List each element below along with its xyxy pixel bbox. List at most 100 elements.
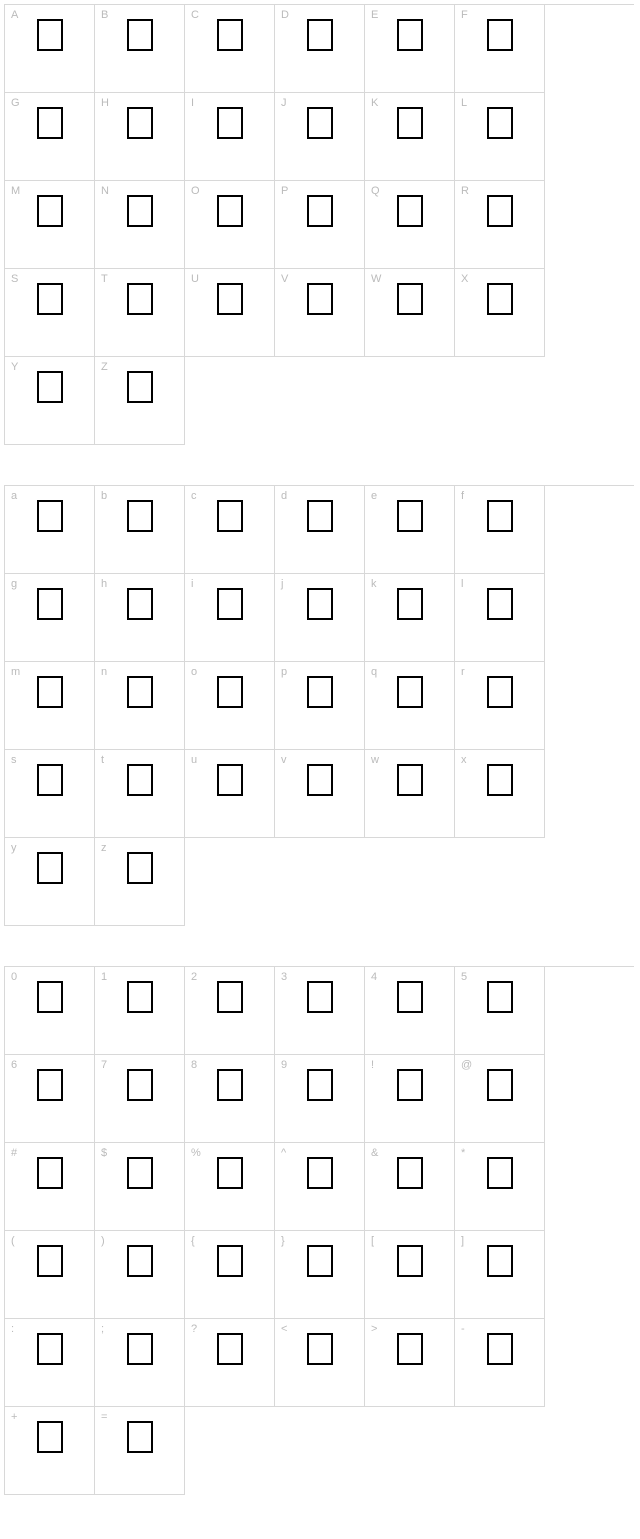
glyph-cell[interactable]: k — [365, 574, 455, 662]
glyph-cell[interactable]: X — [455, 269, 545, 357]
glyph-cell[interactable]: } — [275, 1231, 365, 1319]
glyph-cell[interactable]: @ — [455, 1055, 545, 1143]
glyph-cell[interactable]: e — [365, 486, 455, 574]
glyph-cell[interactable]: Q — [365, 181, 455, 269]
glyph-cell[interactable]: b — [95, 486, 185, 574]
glyph-cell[interactable]: j — [275, 574, 365, 662]
glyph-cell[interactable]: P — [275, 181, 365, 269]
glyph-cell[interactable]: 3 — [275, 967, 365, 1055]
glyph-cell[interactable]: d — [275, 486, 365, 574]
glyph-cell[interactable]: $ — [95, 1143, 185, 1231]
glyph-cell[interactable]: ( — [5, 1231, 95, 1319]
glyph-cell[interactable]: K — [365, 93, 455, 181]
glyph-cell[interactable]: = — [95, 1407, 185, 1495]
glyph-cell[interactable]: c — [185, 486, 275, 574]
glyph-cell[interactable]: z — [95, 838, 185, 926]
glyph-label: w — [371, 754, 379, 766]
glyph-cell[interactable]: l — [455, 574, 545, 662]
glyph-cell[interactable]: 7 — [95, 1055, 185, 1143]
glyph-cell[interactable]: ^ — [275, 1143, 365, 1231]
glyph-placeholder-icon — [37, 676, 63, 708]
glyph-cell[interactable]: % — [185, 1143, 275, 1231]
glyph-cell[interactable]: S — [5, 269, 95, 357]
glyph-cell[interactable]: i — [185, 574, 275, 662]
glyph-cell[interactable]: p — [275, 662, 365, 750]
glyph-cell[interactable]: { — [185, 1231, 275, 1319]
glyph-cell[interactable]: I — [185, 93, 275, 181]
glyph-placeholder-icon — [307, 195, 333, 227]
glyph-cell[interactable]: a — [5, 486, 95, 574]
glyph-cell[interactable]: x — [455, 750, 545, 838]
glyph-cell[interactable]: & — [365, 1143, 455, 1231]
glyph-cell[interactable]: : — [5, 1319, 95, 1407]
glyph-cell[interactable]: A — [5, 5, 95, 93]
glyph-cell[interactable]: n — [95, 662, 185, 750]
glyph-cell[interactable]: - — [455, 1319, 545, 1407]
glyph-cell[interactable]: 0 — [5, 967, 95, 1055]
glyph-label: R — [461, 185, 469, 197]
glyph-label: ] — [461, 1235, 464, 1247]
glyph-cell[interactable]: ? — [185, 1319, 275, 1407]
glyph-label: : — [11, 1323, 14, 1335]
glyph-cell[interactable]: C — [185, 5, 275, 93]
glyph-cell[interactable]: # — [5, 1143, 95, 1231]
glyph-cell[interactable]: D — [275, 5, 365, 93]
glyph-cell[interactable]: Z — [95, 357, 185, 445]
glyph-cell[interactable]: O — [185, 181, 275, 269]
glyph-cell[interactable]: v — [275, 750, 365, 838]
glyph-cell[interactable]: u — [185, 750, 275, 838]
glyph-cell[interactable]: 8 — [185, 1055, 275, 1143]
glyph-cell[interactable]: U — [185, 269, 275, 357]
glyph-cell[interactable]: w — [365, 750, 455, 838]
glyph-cell[interactable]: 2 — [185, 967, 275, 1055]
glyph-cell[interactable]: F — [455, 5, 545, 93]
glyph-cell[interactable]: * — [455, 1143, 545, 1231]
glyph-placeholder-icon — [37, 283, 63, 315]
glyph-label: ^ — [281, 1147, 286, 1159]
glyph-cell[interactable]: > — [365, 1319, 455, 1407]
glyph-cell[interactable]: R — [455, 181, 545, 269]
glyph-cell[interactable]: ) — [95, 1231, 185, 1319]
glyph-cell[interactable]: + — [5, 1407, 95, 1495]
glyph-cell[interactable]: N — [95, 181, 185, 269]
glyph-cell[interactable]: o — [185, 662, 275, 750]
glyph-cell[interactable]: V — [275, 269, 365, 357]
glyph-cell[interactable]: G — [5, 93, 95, 181]
glyph-cell[interactable]: y — [5, 838, 95, 926]
glyph-cell[interactable]: ; — [95, 1319, 185, 1407]
glyph-cell[interactable]: q — [365, 662, 455, 750]
glyph-label: 1 — [101, 971, 107, 983]
glyph-cell[interactable]: r — [455, 662, 545, 750]
glyph-cell[interactable]: J — [275, 93, 365, 181]
glyph-cell[interactable]: Y — [5, 357, 95, 445]
glyph-cell[interactable]: ! — [365, 1055, 455, 1143]
glyph-cell[interactable]: M — [5, 181, 95, 269]
glyph-placeholder-icon — [487, 1157, 513, 1189]
glyph-cell[interactable]: 9 — [275, 1055, 365, 1143]
glyph-label: N — [101, 185, 109, 197]
glyph-cell[interactable]: T — [95, 269, 185, 357]
glyph-cell[interactable]: f — [455, 486, 545, 574]
glyph-cell[interactable]: 4 — [365, 967, 455, 1055]
glyph-cell[interactable]: m — [5, 662, 95, 750]
glyph-cell[interactable]: 1 — [95, 967, 185, 1055]
glyph-cell[interactable]: [ — [365, 1231, 455, 1319]
glyph-cell[interactable]: W — [365, 269, 455, 357]
glyph-label: d — [281, 490, 287, 502]
glyph-cell[interactable]: B — [95, 5, 185, 93]
glyph-placeholder-icon — [487, 283, 513, 315]
glyph-cell[interactable]: s — [5, 750, 95, 838]
glyph-cell[interactable]: ] — [455, 1231, 545, 1319]
glyph-cell[interactable]: L — [455, 93, 545, 181]
glyph-placeholder-icon — [397, 195, 423, 227]
glyph-label: t — [101, 754, 104, 766]
glyph-cell[interactable]: 6 — [5, 1055, 95, 1143]
glyph-cell[interactable]: t — [95, 750, 185, 838]
glyph-placeholder-icon — [397, 283, 423, 315]
glyph-cell[interactable]: E — [365, 5, 455, 93]
glyph-cell[interactable]: h — [95, 574, 185, 662]
glyph-cell[interactable]: 5 — [455, 967, 545, 1055]
glyph-cell[interactable]: H — [95, 93, 185, 181]
glyph-cell[interactable]: g — [5, 574, 95, 662]
glyph-cell[interactable]: < — [275, 1319, 365, 1407]
